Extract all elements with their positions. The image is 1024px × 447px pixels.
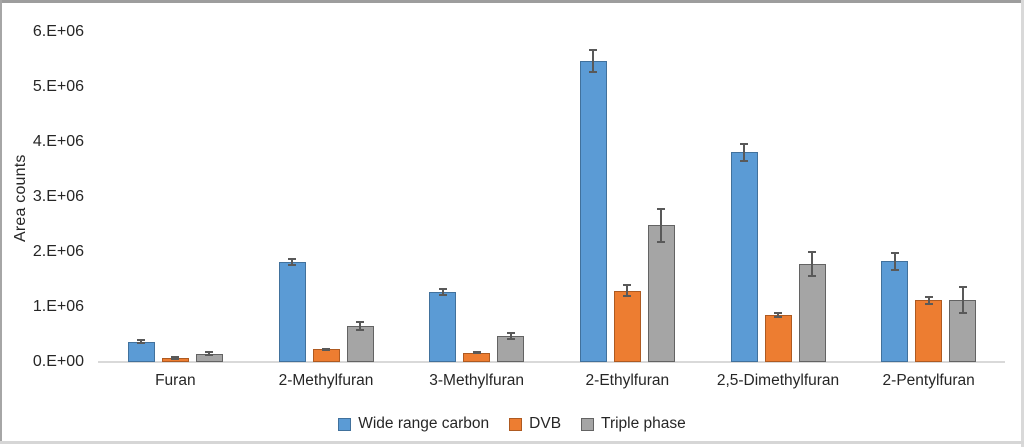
category-label: 2,5-Dimethylfuran [716,372,840,389]
error-bar-cap [288,263,296,266]
error-bar [208,352,211,356]
x-axis-line [98,361,1005,363]
bar-triple-phase[interactable] [647,225,675,362]
error-bar [811,252,813,277]
error-bar-cap [808,251,816,253]
error-bar-cap [774,312,782,315]
error-bar-cap [472,350,481,353]
error-bar-cap [958,286,967,289]
legend-label: Triple phase [601,415,686,432]
y-tick-label: 2.E+06 [32,243,84,260]
error-bar [777,313,779,318]
error-bar-cap [205,351,214,354]
y-tick-label: 4.E+06 [32,133,84,150]
error-bar-cap [438,293,447,296]
error-bar-cap [205,354,214,357]
legend-swatch [338,417,352,431]
legend-label: Wide range carbon [358,415,490,432]
bar-wide-range-carbon[interactable] [730,152,758,362]
error-bar [592,49,595,72]
bar-dvb[interactable] [915,300,943,362]
error-bar-cap [774,316,782,319]
error-bar-cap [890,252,899,255]
error-bar-cap [506,332,515,335]
category-label: Furan [155,372,196,389]
error-bar-cap [924,302,933,305]
chart-border-bottom [0,441,1024,444]
error-bar-cap [890,268,899,271]
bar-triple-phase[interactable] [497,336,525,362]
error-bar-cap [356,320,364,323]
y-tick-label: 1.E+06 [32,298,84,315]
bar-wide-range-carbon[interactable] [579,60,607,362]
category-label: 2-Ethylfuran [585,372,670,389]
error-bar [743,144,745,161]
chart-border-left [0,0,2,443]
error-bar-cap [137,339,146,341]
error-bar-cap [506,337,515,340]
category-label: 2-Methylfuran [278,372,374,389]
y-tick-label: 5.E+06 [32,78,84,95]
error-bar-cap [657,240,666,243]
error-bar [961,287,964,313]
error-bar-cap [740,159,748,162]
error-bar-cap [657,207,666,210]
error-bar-cap [171,356,180,359]
error-bar-cap [438,288,447,291]
error-bar [509,333,512,339]
error-bar-cap [472,352,481,355]
category-label: 2-Pentylfuran [882,372,975,389]
y-tick-label: 6.E+06 [32,23,84,40]
y-tick-label: 0.E+00 [32,353,84,370]
y-tick-label: 3.E+06 [32,188,84,205]
error-bar-cap [589,70,598,73]
error-bar-cap [171,357,180,360]
error-bar [140,340,143,344]
error-bar [893,253,896,270]
error-bar-cap [322,349,330,352]
error-bar [927,297,930,304]
error-bar-cap [740,143,748,146]
bar-triple-phase[interactable] [798,264,826,362]
bar-dvb[interactable] [764,315,792,362]
error-bar-cap [137,342,146,345]
bar-wide-range-carbon[interactable] [278,261,306,362]
bar-dvb[interactable] [312,349,340,362]
legend-label: DVB [529,415,562,432]
bar-wide-range-carbon[interactable] [881,261,909,362]
bar-triple-phase[interactable] [346,325,374,362]
legend: Wide range carbon DVB Triple phase [0,412,1024,436]
error-bar-cap [623,295,632,297]
bar-wide-range-carbon[interactable] [127,341,155,362]
legend-swatch [581,417,595,431]
error-bar-cap [322,347,330,350]
category-label: 3-Methylfuran [429,372,525,389]
error-bar-cap [623,284,632,286]
legend-item-triple-phase[interactable]: Triple phase [581,415,686,433]
error-bar-cap [589,48,598,51]
bar-wide-range-carbon[interactable] [429,292,457,362]
error-bar-cap [356,328,364,331]
legend-item-dvb[interactable]: DVB [509,415,561,433]
error-bar [291,259,293,265]
error-bar-cap [288,258,296,261]
error-bar-cap [924,296,933,299]
legend-swatch [509,417,523,431]
error-bar [660,208,663,242]
chart-border-top [0,0,1024,3]
error-bar [626,285,629,296]
error-bar [359,321,361,330]
chart-border-right [1021,0,1024,447]
legend-item-wide-range-carbon[interactable]: Wide range carbon [338,415,489,433]
error-bar-cap [808,275,816,278]
error-bar-cap [958,311,967,314]
error-bar [441,289,444,295]
bar-dvb[interactable] [613,290,641,362]
